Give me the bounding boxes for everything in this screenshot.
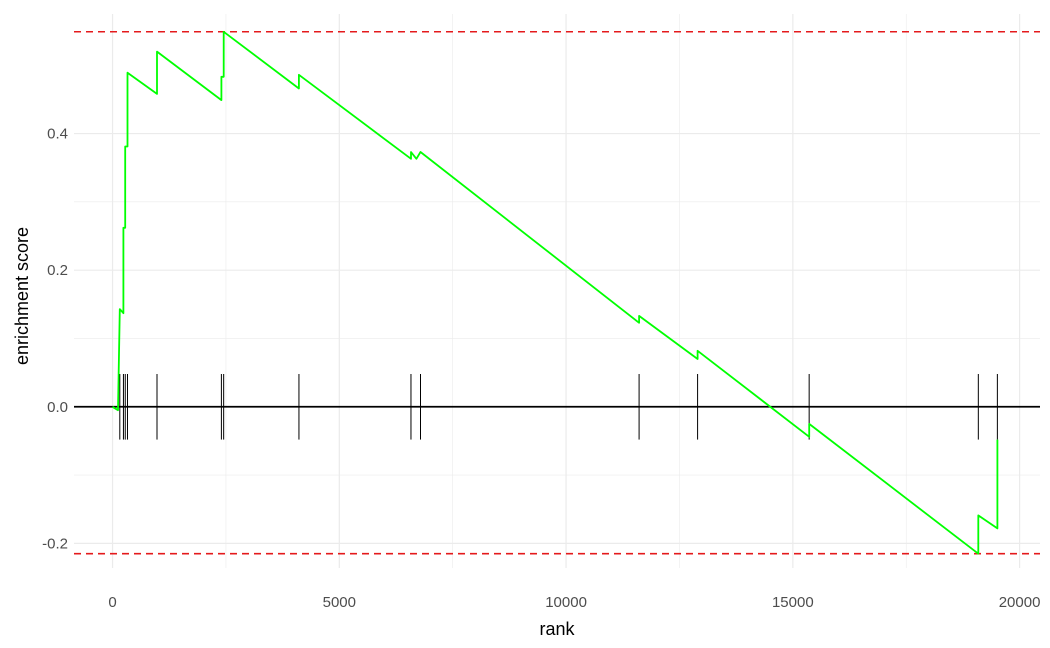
- extreme-lines: [74, 30, 1040, 555]
- running-score-line: [112, 30, 999, 555]
- y-tick-label: 0.4: [47, 126, 68, 143]
- y-tick-label: 0.2: [47, 262, 68, 279]
- running-score: [112, 30, 999, 555]
- y-axis-title: enrichment score: [12, 227, 32, 365]
- x-tick-label: 10000: [545, 594, 587, 611]
- x-axis-title: rank: [539, 619, 575, 639]
- x-tick-label: 0: [108, 594, 116, 611]
- x-tick-label: 20000: [999, 594, 1041, 611]
- x-tick-label: 5000: [323, 594, 356, 611]
- hit-markers: [119, 373, 998, 440]
- y-axis-ticks: -0.2 0.0 0.2 0.4: [42, 126, 68, 553]
- x-tick-label: 15000: [772, 594, 814, 611]
- y-tick-label: 0.0: [47, 399, 68, 416]
- y-tick-label: -0.2: [42, 535, 68, 552]
- x-axis-ticks: 0 5000 10000 15000 20000: [108, 594, 1040, 611]
